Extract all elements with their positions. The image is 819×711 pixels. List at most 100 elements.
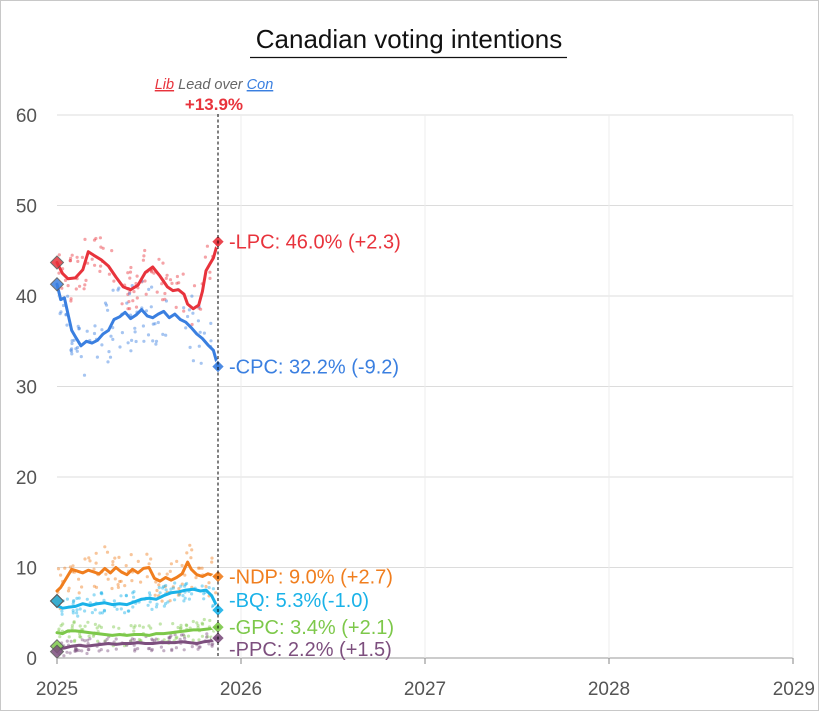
- poll-dot-cpc: [72, 338, 76, 342]
- poll-dot-ppc: [197, 645, 201, 649]
- poll-dot-ndp: [129, 553, 133, 557]
- poll-dot-cpc: [125, 301, 129, 305]
- poll-dot-bq: [157, 586, 161, 590]
- poll-dot-bq: [71, 611, 75, 615]
- poll-dot-lpc: [164, 276, 168, 280]
- poll-dot-bq: [211, 587, 215, 591]
- poll-dot-ndp: [56, 567, 61, 571]
- poll-dot-cpc: [111, 288, 115, 292]
- poll-dot-ndp: [94, 561, 98, 565]
- poll-dot-bq: [77, 596, 81, 600]
- poll-dot-gpc: [200, 621, 204, 625]
- poll-dot-cpc: [58, 312, 62, 316]
- poll-dot-lpc: [163, 297, 167, 301]
- poll-dot-bq: [211, 603, 215, 608]
- y-tick-label-30: 30: [16, 378, 37, 399]
- poll-dot-cpc: [116, 288, 120, 292]
- poll-dot-ppc: [65, 650, 69, 654]
- poll-dot-lpc: [150, 270, 154, 274]
- poll-dot-lpc: [208, 270, 212, 274]
- poll-dot-gpc: [175, 635, 179, 639]
- poll-dot-gpc: [70, 626, 74, 630]
- poll-dot-ppc: [150, 647, 154, 652]
- poll-dot-gpc: [132, 626, 136, 630]
- poll-dot-bq: [124, 594, 128, 598]
- poll-dot-ppc: [87, 647, 91, 652]
- poll-dot-lpc: [128, 307, 132, 311]
- poll-dot-lpc: [152, 271, 156, 275]
- poll-dot-bq: [150, 607, 154, 612]
- poll-dot-gpc: [191, 619, 195, 624]
- x-tick-label-2029: 2029: [773, 679, 815, 700]
- poll-dot-gpc: [87, 634, 91, 638]
- poll-dot-gpc: [91, 634, 95, 638]
- poll-dot-gpc: [95, 626, 99, 630]
- poll-dot-ndp: [189, 556, 193, 560]
- poll-dot-cpc: [153, 322, 157, 326]
- poll-dot-cpc: [82, 373, 87, 377]
- poll-dot-lpc: [78, 284, 82, 288]
- poll-dot-lpc: [69, 256, 73, 260]
- poll-dot-bq: [161, 586, 165, 590]
- poll-dot-gpc: [78, 632, 82, 636]
- poll-dot-lpc: [128, 270, 133, 274]
- poll-dot-lpc: [208, 276, 212, 280]
- poll-dot-bq: [102, 609, 107, 613]
- poll-dot-cpc: [197, 344, 201, 348]
- poll-dot-ppc: [146, 647, 151, 651]
- poll-dot-ndp: [155, 588, 159, 593]
- poll-dot-cpc: [209, 339, 213, 343]
- poll-dot-lpc: [101, 246, 105, 250]
- poll-dot-cpc: [59, 310, 63, 314]
- poll-dot-bq: [124, 593, 128, 598]
- poll-dot-bq: [200, 584, 204, 588]
- poll-dot-ndp: [185, 551, 189, 555]
- poll-dot-ndp: [87, 556, 91, 560]
- poll-dot-cpc: [66, 294, 70, 298]
- poll-dot-bq: [102, 608, 106, 612]
- poll-dot-gpc: [178, 627, 183, 631]
- trend-line-bq: [55, 587, 220, 612]
- poll-dot-lpc: [57, 271, 61, 275]
- x-tick-label-2026: 2026: [220, 679, 262, 700]
- poll-dot-lpc: [66, 284, 70, 288]
- poll-dot-cpc: [108, 355, 113, 359]
- poll-dot-cpc: [154, 342, 158, 346]
- poll-dot-cpc: [77, 326, 81, 330]
- poll-dot-lpc: [160, 282, 164, 286]
- poll-dot-ppc: [151, 638, 155, 642]
- poll-dot-gpc: [70, 624, 74, 628]
- poll-dot-cpc: [70, 341, 74, 346]
- poll-dot-ndp: [66, 589, 71, 593]
- poll-dot-ndp: [80, 585, 84, 589]
- poll-dot-bq: [183, 596, 187, 600]
- poll-dot-cpc: [111, 337, 115, 341]
- poll-dot-ndp: [94, 585, 99, 590]
- poll-dot-cpc: [186, 314, 190, 319]
- poll-dot-lpc: [144, 292, 148, 296]
- poll-dot-lpc: [98, 236, 102, 240]
- poll-dot-lpc: [92, 238, 97, 242]
- poll-dot-lpc: [129, 265, 133, 270]
- poll-dot-ndp: [160, 599, 164, 603]
- poll-dot-ppc: [132, 637, 136, 642]
- poll-dot-ndp: [68, 565, 72, 569]
- start-marker-cpc: [49, 277, 65, 292]
- poll-dot-ndp: [175, 559, 179, 564]
- poll-dot-bq: [185, 581, 189, 586]
- poll-dot-bq: [183, 582, 188, 587]
- lead-value: +13.9%: [185, 95, 243, 114]
- poll-dot-cpc: [120, 331, 124, 335]
- poll-dot-bq: [183, 584, 187, 588]
- poll-dot-ndp: [113, 577, 117, 581]
- poll-dot-ppc: [69, 639, 73, 644]
- poll-dot-ndp: [145, 575, 149, 579]
- poll-dot-ndp: [116, 585, 120, 590]
- poll-dot-bq: [162, 604, 166, 608]
- poll-dot-ppc: [170, 647, 174, 652]
- poll-dot-lpc: [57, 253, 61, 257]
- poll-dot-bq: [162, 584, 166, 589]
- poll-dot-gpc: [206, 635, 210, 639]
- poll-dot-ppc: [178, 637, 182, 641]
